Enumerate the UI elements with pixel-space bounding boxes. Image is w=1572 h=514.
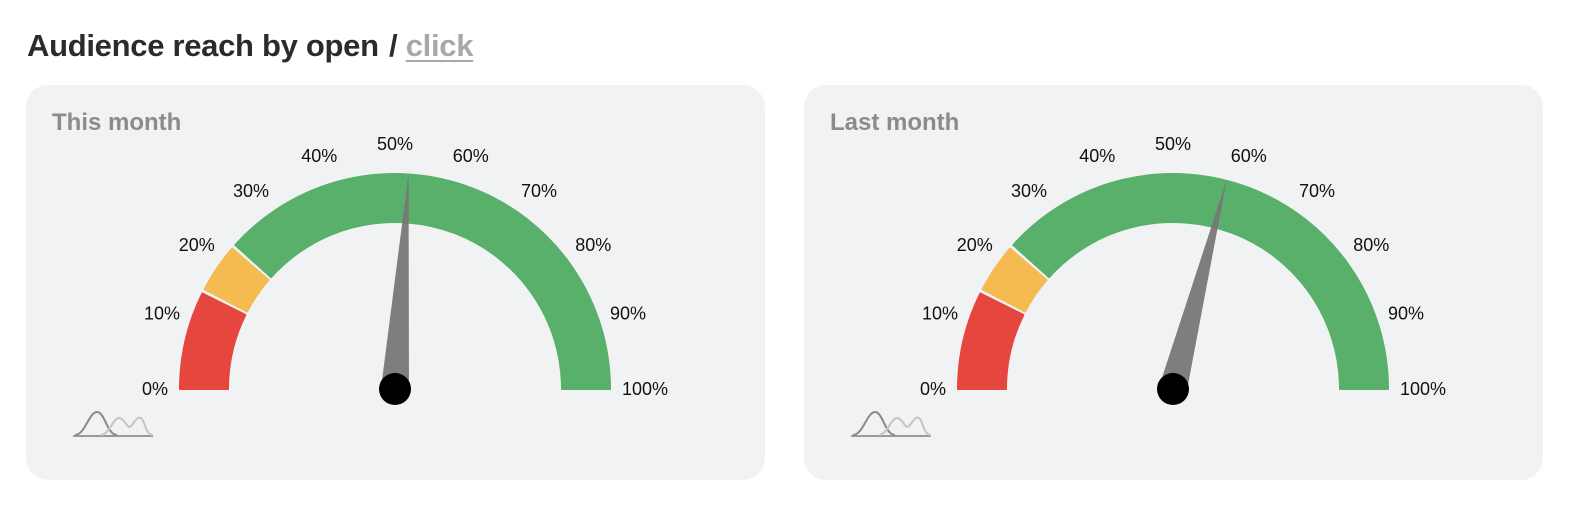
gauge-card-last-month: Last month 0% 10% 20% 30% 40% 50% 60% 70% 80% 90%… <box>804 85 1543 480</box>
tick-label: 50% <box>1155 134 1191 154</box>
title-main: Audience reach by open <box>27 28 379 63</box>
gauge-band-red <box>957 292 1025 390</box>
title-separator: / <box>389 28 398 63</box>
tick-label: 20% <box>957 235 993 255</box>
tick-label: 50% <box>377 134 413 154</box>
tick-label: 40% <box>301 146 337 166</box>
gauge-band-green <box>234 173 611 390</box>
tick-label: 70% <box>1299 181 1335 201</box>
tick-label: 80% <box>575 235 611 255</box>
card-title: This month <box>52 109 182 136</box>
card-title: Last month <box>830 109 960 136</box>
tick-label: 100% <box>622 379 668 399</box>
tick-label: 10% <box>144 303 180 323</box>
gauge-chart: 0% 10% 20% 30% 40% 50% 60% 70% 80% 90% 100% <box>920 134 1446 405</box>
gauge-band-yellow <box>203 247 270 313</box>
gauge-chart: 0% 10% 20% 30% 40% 50% 60% 70% 80% 90% 100% <box>142 134 668 405</box>
gauge-band-yellow <box>981 247 1048 313</box>
tick-label: 0% <box>142 379 168 399</box>
gauge-band-green <box>1012 173 1389 390</box>
tick-label: 30% <box>233 181 269 201</box>
tick-label: 30% <box>1011 181 1047 201</box>
tick-label: 100% <box>1400 379 1446 399</box>
tick-label: 80% <box>1353 235 1389 255</box>
distribution-curve-icon[interactable] <box>71 408 155 438</box>
tick-label: 70% <box>521 181 557 201</box>
page-title: Audience reach by open / click <box>27 28 473 64</box>
tick-label: 0% <box>920 379 946 399</box>
gauge-needle-hub <box>1157 373 1189 405</box>
tick-label: 60% <box>1231 146 1267 166</box>
distribution-curve-icon[interactable] <box>849 408 933 438</box>
gauge-needle-hub <box>379 373 411 405</box>
gauge-needle <box>1159 179 1227 393</box>
tick-label: 20% <box>179 235 215 255</box>
tick-label: 90% <box>610 303 646 323</box>
tick-label: 40% <box>1079 146 1115 166</box>
gauge-needle <box>381 173 409 390</box>
tick-label: 60% <box>453 146 489 166</box>
tick-label: 90% <box>1388 303 1424 323</box>
gauge-card-this-month: This month 0% 10% 20% 30% 40% 50% 60% 70% 80% 90%… <box>26 85 765 480</box>
gauge-band-red <box>179 292 247 390</box>
click-toggle-link[interactable]: click <box>405 28 474 63</box>
tick-label: 10% <box>922 303 958 323</box>
